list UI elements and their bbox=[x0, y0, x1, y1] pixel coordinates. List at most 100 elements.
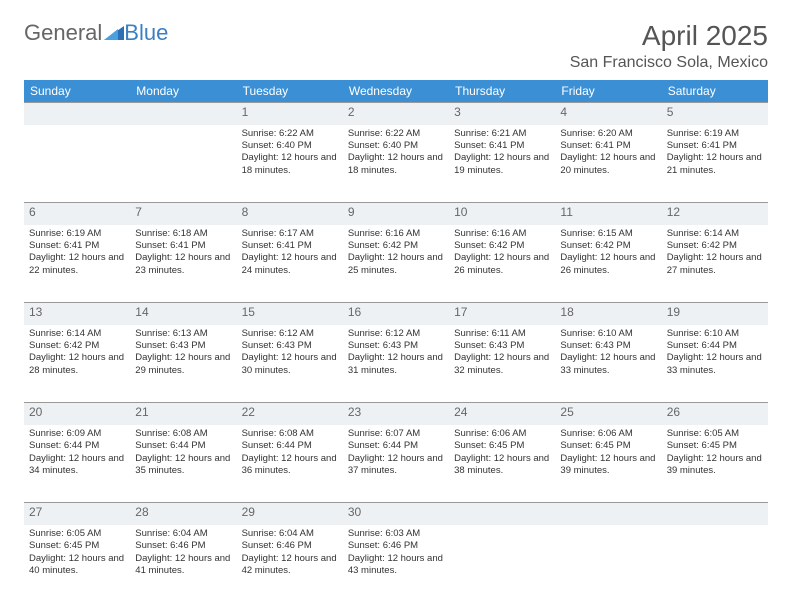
day-header-row: SundayMondayTuesdayWednesdayThursdayFrid… bbox=[24, 80, 768, 103]
daynum-cell: 30 bbox=[343, 503, 449, 525]
detail-row: Sunrise: 6:05 AMSunset: 6:45 PMDaylight:… bbox=[24, 525, 768, 603]
daylight-text: Daylight: 12 hours and 40 minutes. bbox=[29, 553, 125, 578]
sunrise-text: Sunrise: 6:03 AM bbox=[348, 528, 444, 540]
sunrise-text: Sunrise: 6:14 AM bbox=[29, 328, 125, 340]
day-number: 26 bbox=[667, 405, 763, 421]
day-header: Monday bbox=[130, 80, 236, 103]
day-number: 20 bbox=[29, 405, 125, 421]
day-cell: Sunrise: 6:21 AMSunset: 6:41 PMDaylight:… bbox=[449, 125, 555, 203]
sunrise-text: Sunrise: 6:12 AM bbox=[348, 328, 444, 340]
logo-triangle-icon bbox=[104, 20, 124, 46]
day-number: 21 bbox=[135, 405, 231, 421]
daynum-cell: 8 bbox=[237, 203, 343, 225]
sunset-text: Sunset: 6:41 PM bbox=[29, 240, 125, 252]
day-header: Thursday bbox=[449, 80, 555, 103]
sunrise-text: Sunrise: 6:04 AM bbox=[135, 528, 231, 540]
day-number: 17 bbox=[454, 305, 550, 321]
daynum-cell: 5 bbox=[662, 103, 768, 125]
daynum-cell: 15 bbox=[237, 303, 343, 325]
day-cell bbox=[662, 525, 768, 603]
day-cell: Sunrise: 6:08 AMSunset: 6:44 PMDaylight:… bbox=[237, 425, 343, 503]
day-cell: Sunrise: 6:22 AMSunset: 6:40 PMDaylight:… bbox=[343, 125, 449, 203]
sunset-text: Sunset: 6:40 PM bbox=[348, 140, 444, 152]
daylight-text: Daylight: 12 hours and 18 minutes. bbox=[348, 152, 444, 177]
day-cell: Sunrise: 6:10 AMSunset: 6:44 PMDaylight:… bbox=[662, 325, 768, 403]
sunset-text: Sunset: 6:46 PM bbox=[348, 540, 444, 552]
sunset-text: Sunset: 6:44 PM bbox=[242, 440, 338, 452]
day-number: 14 bbox=[135, 305, 231, 321]
sunset-text: Sunset: 6:45 PM bbox=[454, 440, 550, 452]
daynum-row: 27282930 bbox=[24, 503, 768, 525]
daynum-cell: 11 bbox=[555, 203, 661, 225]
sunrise-text: Sunrise: 6:11 AM bbox=[454, 328, 550, 340]
sunset-text: Sunset: 6:41 PM bbox=[667, 140, 763, 152]
detail-row: Sunrise: 6:09 AMSunset: 6:44 PMDaylight:… bbox=[24, 425, 768, 503]
sunrise-text: Sunrise: 6:16 AM bbox=[348, 228, 444, 240]
daylight-text: Daylight: 12 hours and 20 minutes. bbox=[560, 152, 656, 177]
sunset-text: Sunset: 6:41 PM bbox=[242, 240, 338, 252]
daynum-cell: 26 bbox=[662, 403, 768, 425]
day-number: 16 bbox=[348, 305, 444, 321]
sunset-text: Sunset: 6:43 PM bbox=[242, 340, 338, 352]
sunrise-text: Sunrise: 6:10 AM bbox=[560, 328, 656, 340]
sunset-text: Sunset: 6:43 PM bbox=[348, 340, 444, 352]
day-number: 19 bbox=[667, 305, 763, 321]
sunrise-text: Sunrise: 6:19 AM bbox=[667, 128, 763, 140]
daylight-text: Daylight: 12 hours and 39 minutes. bbox=[667, 453, 763, 478]
daylight-text: Daylight: 12 hours and 36 minutes. bbox=[242, 453, 338, 478]
day-cell: Sunrise: 6:16 AMSunset: 6:42 PMDaylight:… bbox=[343, 225, 449, 303]
day-number: 15 bbox=[242, 305, 338, 321]
title-block: April 2025 San Francisco Sola, Mexico bbox=[570, 20, 768, 72]
daynum-row: 20212223242526 bbox=[24, 403, 768, 425]
daylight-text: Daylight: 12 hours and 27 minutes. bbox=[667, 252, 763, 277]
daynum-cell: 27 bbox=[24, 503, 130, 525]
daylight-text: Daylight: 12 hours and 25 minutes. bbox=[348, 252, 444, 277]
daylight-text: Daylight: 12 hours and 23 minutes. bbox=[135, 252, 231, 277]
daynum-cell: 14 bbox=[130, 303, 236, 325]
daylight-text: Daylight: 12 hours and 18 minutes. bbox=[242, 152, 338, 177]
day-cell: Sunrise: 6:06 AMSunset: 6:45 PMDaylight:… bbox=[555, 425, 661, 503]
day-number: 8 bbox=[242, 205, 338, 221]
sunrise-text: Sunrise: 6:17 AM bbox=[242, 228, 338, 240]
daynum-cell: 2 bbox=[343, 103, 449, 125]
sunrise-text: Sunrise: 6:16 AM bbox=[454, 228, 550, 240]
sunrise-text: Sunrise: 6:19 AM bbox=[29, 228, 125, 240]
day-cell: Sunrise: 6:05 AMSunset: 6:45 PMDaylight:… bbox=[662, 425, 768, 503]
daylight-text: Daylight: 12 hours and 31 minutes. bbox=[348, 352, 444, 377]
daylight-text: Daylight: 12 hours and 39 minutes. bbox=[560, 453, 656, 478]
day-number: 6 bbox=[29, 205, 125, 221]
day-number: 13 bbox=[29, 305, 125, 321]
sunrise-text: Sunrise: 6:20 AM bbox=[560, 128, 656, 140]
sunrise-text: Sunrise: 6:06 AM bbox=[454, 428, 550, 440]
daynum-cell: 21 bbox=[130, 403, 236, 425]
day-number: 24 bbox=[454, 405, 550, 421]
sunset-text: Sunset: 6:43 PM bbox=[135, 340, 231, 352]
day-cell: Sunrise: 6:10 AMSunset: 6:43 PMDaylight:… bbox=[555, 325, 661, 403]
sunrise-text: Sunrise: 6:10 AM bbox=[667, 328, 763, 340]
daynum-cell: 6 bbox=[24, 203, 130, 225]
daynum-cell: 1 bbox=[237, 103, 343, 125]
sunrise-text: Sunrise: 6:22 AM bbox=[348, 128, 444, 140]
location: San Francisco Sola, Mexico bbox=[570, 54, 768, 72]
day-number: 11 bbox=[560, 205, 656, 221]
sunset-text: Sunset: 6:45 PM bbox=[667, 440, 763, 452]
daylight-text: Daylight: 12 hours and 19 minutes. bbox=[454, 152, 550, 177]
day-number: 25 bbox=[560, 405, 656, 421]
daynum-cell: 20 bbox=[24, 403, 130, 425]
sunrise-text: Sunrise: 6:08 AM bbox=[135, 428, 231, 440]
daylight-text: Daylight: 12 hours and 24 minutes. bbox=[242, 252, 338, 277]
sunset-text: Sunset: 6:45 PM bbox=[560, 440, 656, 452]
day-cell: Sunrise: 6:15 AMSunset: 6:42 PMDaylight:… bbox=[555, 225, 661, 303]
daynum-cell bbox=[449, 503, 555, 525]
sunset-text: Sunset: 6:44 PM bbox=[29, 440, 125, 452]
daylight-text: Daylight: 12 hours and 26 minutes. bbox=[560, 252, 656, 277]
sunrise-text: Sunrise: 6:12 AM bbox=[242, 328, 338, 340]
sunset-text: Sunset: 6:43 PM bbox=[454, 340, 550, 352]
daynum-cell: 10 bbox=[449, 203, 555, 225]
logo-text-2: Blue bbox=[124, 20, 168, 46]
daylight-text: Daylight: 12 hours and 33 minutes. bbox=[667, 352, 763, 377]
day-number: 2 bbox=[348, 105, 444, 121]
daylight-text: Daylight: 12 hours and 28 minutes. bbox=[29, 352, 125, 377]
day-cell: Sunrise: 6:12 AMSunset: 6:43 PMDaylight:… bbox=[237, 325, 343, 403]
daylight-text: Daylight: 12 hours and 43 minutes. bbox=[348, 553, 444, 578]
